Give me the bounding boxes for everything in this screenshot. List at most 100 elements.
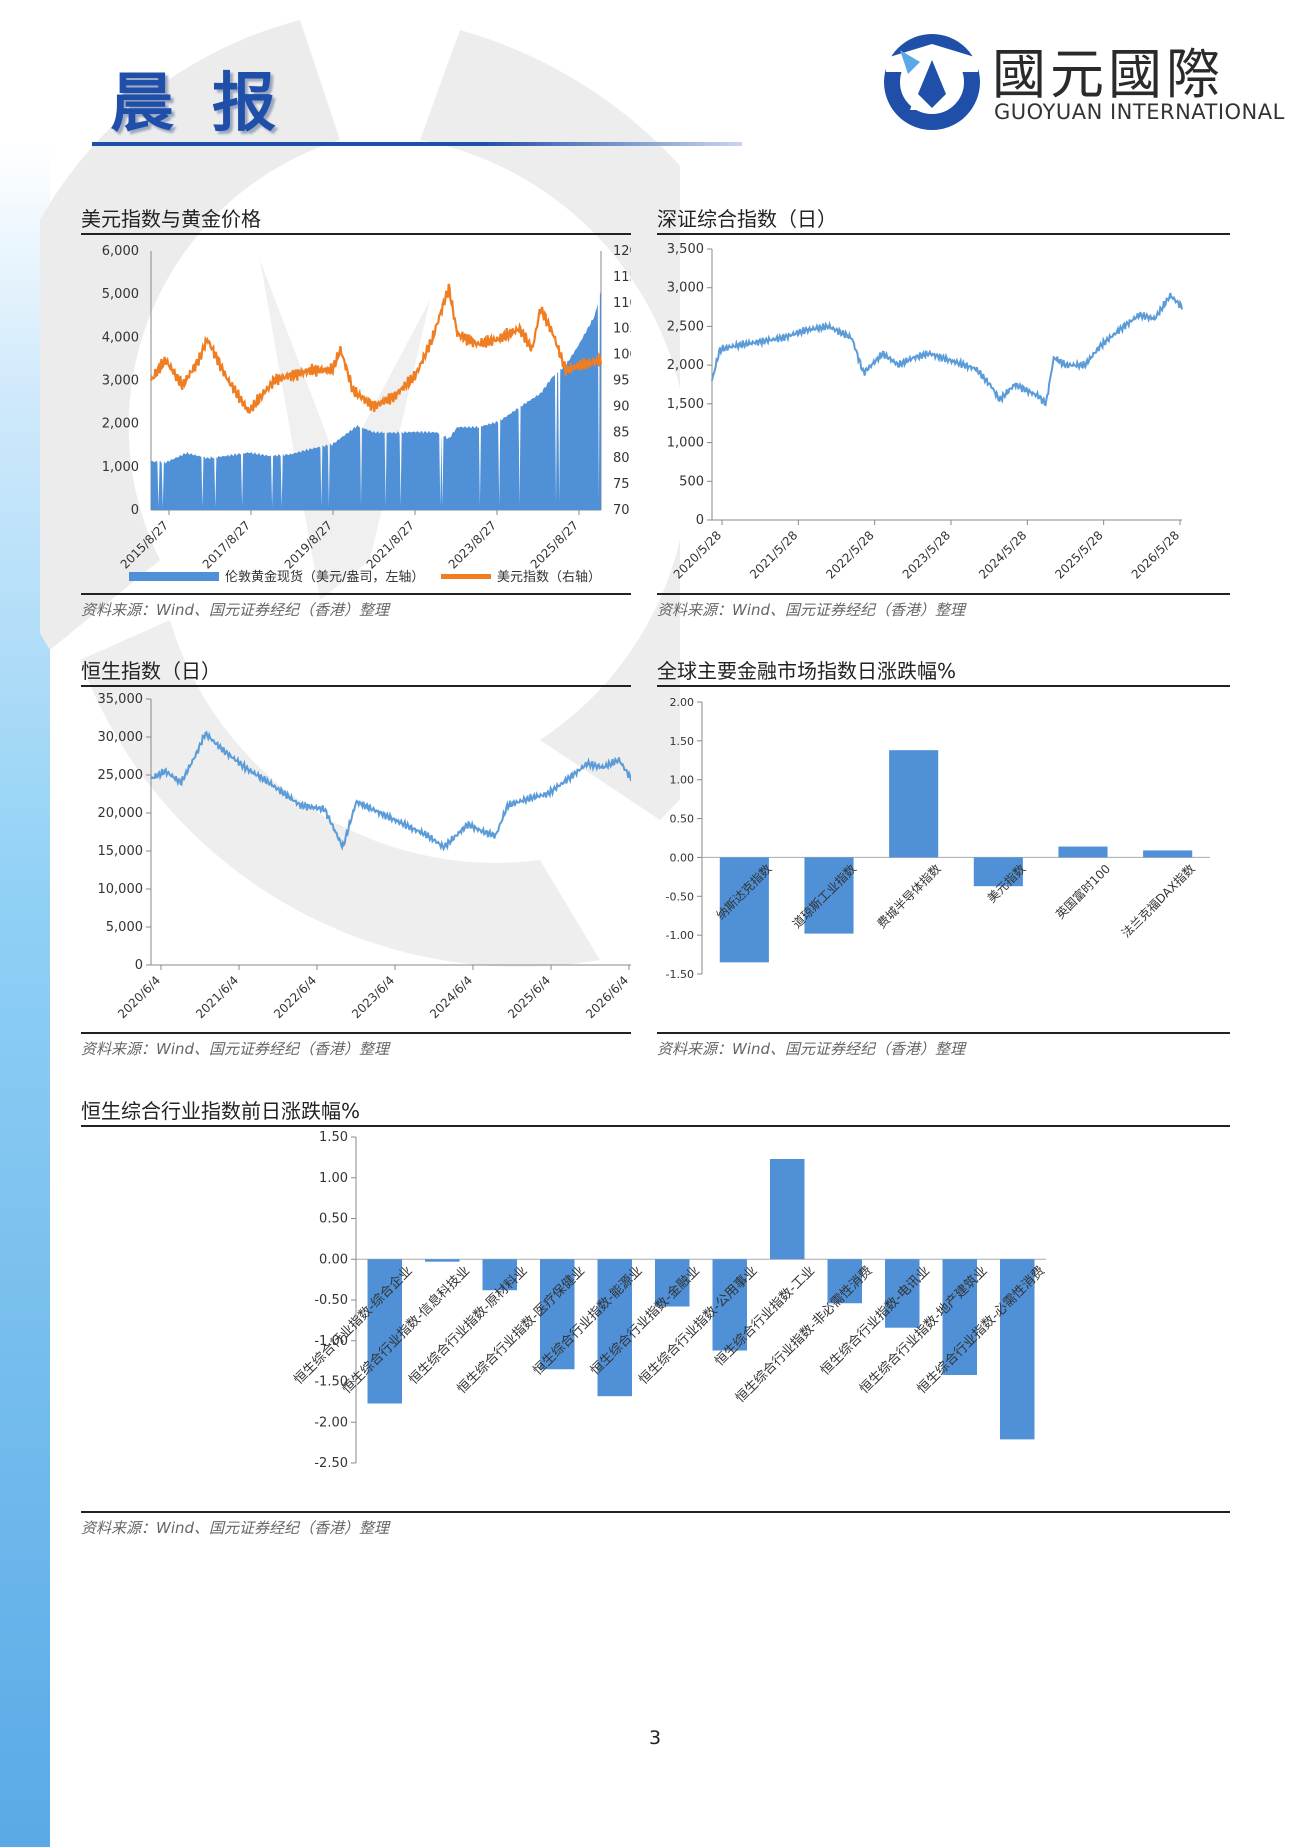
global-markets-chart: -1.50-1.00-0.500.000.501.001.502.00纳斯达克指… (666, 696, 1210, 981)
x-tick-label: 2024/6/4 (427, 973, 475, 1021)
x-tick-label: 2023/6/4 (349, 973, 397, 1021)
y-right-tick-label: 120 (613, 244, 631, 259)
panel-hsi: 恒生指数（日） 0 5,000 10,000 15,000 20,000 25,000 30… (81, 655, 631, 1065)
y-tick-label: 35,000 (98, 692, 144, 707)
y-right-tick-label: 95 (613, 374, 630, 389)
bar (712, 1259, 747, 1351)
legend-swatch-gold (129, 572, 219, 581)
panel-global-markets: 全球主要金融市场指数日涨跌幅% -1.50 -1.00 -0.50 0.00 0.50 1… (657, 655, 1230, 1065)
guoyuan-emblem-icon (884, 34, 980, 130)
y-right-tick-label: 105 (613, 322, 631, 337)
y-right-tick-label: 115 (613, 270, 631, 285)
panel-hs-sector: 恒生综合行业指数前日涨跌幅% -2.50 -2.00 -1.50 -1.00 -0.50… (81, 1095, 1230, 1545)
panel-title: 恒生指数（日） (81, 659, 221, 683)
x-tick-label: 2021/6/4 (193, 973, 241, 1021)
x-tick-label: 2025/6/4 (505, 973, 553, 1021)
panel-bottom-rule (657, 1032, 1230, 1034)
y-tick-label: 5,000 (106, 920, 143, 935)
panel-bottom-rule (81, 1511, 1230, 1513)
y-tick-label: 1.00 (670, 774, 695, 787)
y-tick-label: -1.00 (666, 929, 694, 942)
category-label: 英国富时100 (1052, 861, 1113, 922)
bar (827, 1259, 862, 1304)
y-tick-label: 15,000 (98, 844, 144, 859)
x-tick-label: 2019/8/27 (282, 518, 335, 571)
y-tick-label: -1.50 (666, 968, 694, 981)
source-note: 资料来源：Wind、国元证券经纪（香港）整理 (657, 601, 966, 619)
y-tick-label: 0.00 (670, 851, 695, 864)
usd-gold-chart: 0 1,000 2,000 3,000 4,000 5,000 6,000 70 75 80 85 9… (102, 244, 631, 585)
x-tick-label: 2025/8/27 (528, 518, 581, 571)
y-tick-label: 2,500 (667, 319, 704, 334)
header-rule (92, 142, 742, 146)
x-tick-label: 2020/5/28 (671, 528, 724, 581)
x-tick-label: 2020/6/4 (115, 973, 163, 1021)
y-tick-label: -0.50 (666, 890, 694, 903)
y-tick-label: 3,000 (667, 281, 704, 296)
y-left-tick-label: 2,000 (102, 417, 139, 432)
panel-bottom-rule (81, 593, 631, 595)
watermark-logo (40, 20, 680, 967)
y-right-tick-label: 100 (613, 348, 631, 363)
legend-swatch-usd (441, 574, 491, 579)
category-label: 恒生综合行业指数-原材料业 (406, 1263, 530, 1387)
panel-title: 全球主要金融市场指数日涨跌幅% (657, 659, 957, 683)
x-tick-label: 2024/5/28 (976, 528, 1029, 581)
panel-top-rule (657, 685, 1230, 687)
y-tick-label: 0 (696, 513, 704, 528)
x-tick-label: 2026/5/28 (1129, 528, 1182, 581)
x-tick-label: 2022/6/4 (271, 973, 319, 1021)
series-line (711, 292, 1183, 407)
x-tick-label: 2026/6/4 (583, 973, 631, 1021)
panel-bottom-rule (81, 1032, 631, 1034)
logo-english-name: GUOYUAN INTERNATIONAL (994, 100, 1285, 124)
y-left-tick-label: 0 (131, 503, 139, 518)
panel-bottom-rule (657, 593, 1230, 595)
y-right-tick-label: 110 (613, 296, 631, 311)
bar (1143, 850, 1193, 858)
panel-top-rule (81, 685, 631, 687)
bar (1058, 846, 1108, 858)
y-right-tick-label: 75 (613, 477, 630, 492)
y-tick-label: -2.50 (314, 1456, 348, 1471)
panel-szse: 深证综合指数（日） 0 500 1,000 1,500 2,000 2,500 3,000 3… (657, 203, 1230, 623)
y-tick-label: 1,000 (667, 436, 704, 451)
y-tick-label: 0 (135, 958, 143, 973)
bar (885, 1259, 920, 1328)
bar (889, 750, 939, 858)
hsi-chart: 0 5,000 10,000 15,000 20,000 25,000 30,000 35,0… (98, 692, 631, 1021)
bar (367, 1259, 402, 1404)
bar (719, 857, 769, 963)
category-label: 费城半导体指数 (874, 861, 944, 931)
bar (597, 1259, 632, 1397)
series-line (150, 730, 631, 852)
x-tick-label: 2023/8/27 (446, 518, 499, 571)
x-tick-label: 2022/5/28 (823, 528, 876, 581)
bar (804, 857, 854, 934)
x-tick-label: 2023/5/28 (900, 528, 953, 581)
bar (770, 1159, 805, 1260)
y-right-tick-label: 90 (613, 399, 630, 414)
x-tick-label: 2025/5/28 (1052, 528, 1105, 581)
bar (973, 857, 1023, 887)
y-tick-label: -1.00 (314, 1334, 348, 1349)
category-label: 法兰克福DAX指数 (1118, 861, 1198, 941)
company-logo: 國元國際 GUOYUAN INTERNATIONAL (880, 30, 1284, 130)
page-number: 3 (648, 1727, 662, 1749)
bar (482, 1259, 517, 1291)
y-tick-label: 1.50 (670, 735, 695, 748)
x-tick-label: 2021/5/28 (747, 528, 800, 581)
y-left-tick-label: 4,000 (102, 330, 139, 345)
y-tick-label: 30,000 (98, 730, 144, 745)
y-left-tick-label: 5,000 (102, 287, 139, 302)
source-note: 资料来源：Wind、国元证券经纪（香港）整理 (81, 1040, 390, 1058)
y-left-tick-label: 1,000 (102, 460, 139, 475)
panel-title: 美元指数与黄金价格 (81, 207, 261, 231)
y-tick-label: 1.50 (319, 1130, 348, 1145)
bar (425, 1259, 460, 1262)
y-tick-label: 500 (679, 474, 704, 489)
y-tick-label: 0.50 (670, 813, 695, 826)
bar (655, 1259, 690, 1307)
y-tick-label: 1,500 (667, 397, 704, 412)
bar (1000, 1259, 1035, 1440)
